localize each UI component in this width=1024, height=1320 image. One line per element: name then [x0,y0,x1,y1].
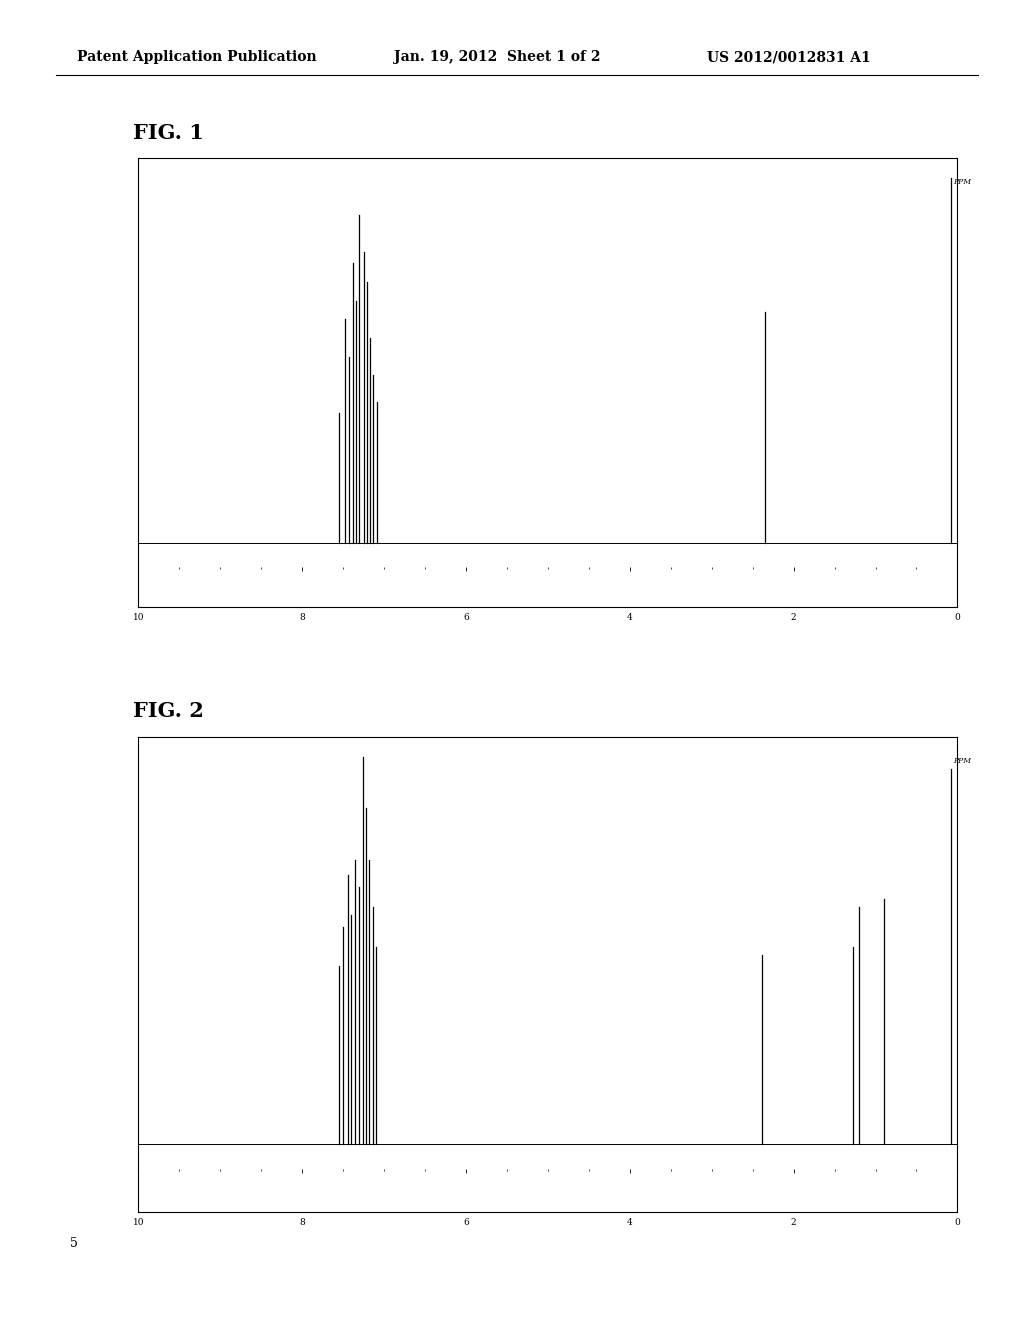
Text: 6: 6 [463,614,469,622]
Text: 2: 2 [791,614,797,622]
Text: 5: 5 [70,1237,78,1250]
Text: 2: 2 [791,1218,797,1228]
Text: 6: 6 [463,1218,469,1228]
Text: Patent Application Publication: Patent Application Publication [77,50,316,65]
Text: Jan. 19, 2012  Sheet 1 of 2: Jan. 19, 2012 Sheet 1 of 2 [394,50,601,65]
Text: 8: 8 [299,614,305,622]
Text: FIG. 1: FIG. 1 [133,123,204,143]
Text: 0: 0 [954,614,961,622]
Text: 10: 10 [132,614,144,622]
Text: PPM: PPM [953,758,972,766]
Text: 4: 4 [627,614,633,622]
Text: 10: 10 [132,1218,144,1228]
Text: PPM: PPM [953,178,972,186]
Text: US 2012/0012831 A1: US 2012/0012831 A1 [707,50,870,65]
Text: 4: 4 [627,1218,633,1228]
Text: 0: 0 [954,1218,961,1228]
Text: FIG. 2: FIG. 2 [133,701,204,721]
Text: 8: 8 [299,1218,305,1228]
